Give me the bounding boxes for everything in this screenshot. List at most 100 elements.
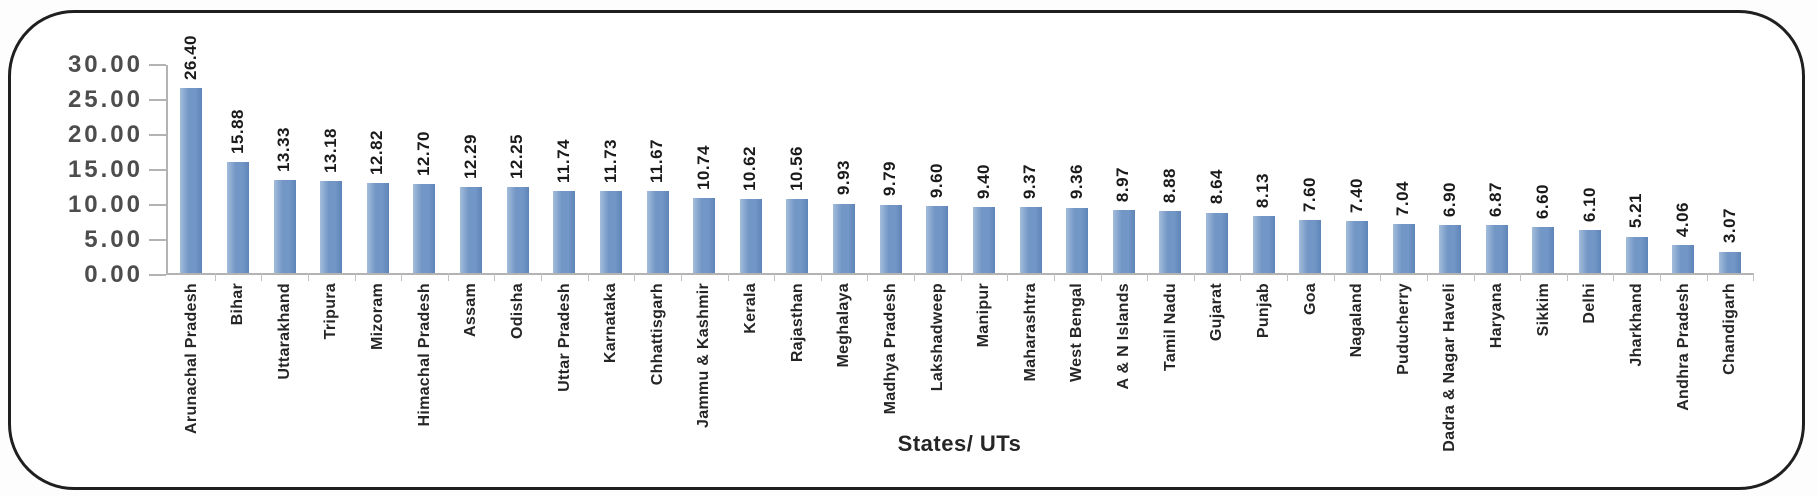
bar-column: 12.70 Himachal Pradesh [401, 65, 449, 427]
bar-value-label: 9.37 [1007, 164, 1054, 199]
bar-value-label: 6.87 [1474, 182, 1521, 217]
bar-value-text: 12.25 [507, 134, 527, 180]
category-label: Lakshadweep [914, 283, 961, 391]
bar-value-label: 12.29 [448, 134, 495, 179]
category-label: West Bengal [1054, 283, 1101, 382]
bar [1112, 210, 1135, 273]
bar [739, 198, 762, 273]
bar-value-text: 7.04 [1393, 180, 1413, 216]
category-label-text: Goa [1301, 283, 1319, 316]
category-label-text: Bihar [229, 283, 247, 326]
bar [273, 179, 296, 273]
bar-value-label: 13.33 [261, 127, 308, 172]
category-label-text: Punjab [1254, 283, 1272, 339]
category-label-text: Dadra & Nagar Haveli [1441, 283, 1459, 452]
category-label-text: Tamil Nadu [1161, 283, 1179, 372]
bar [1439, 224, 1462, 273]
category-label: Jharkhand [1613, 283, 1660, 367]
bar-value-label: 9.36 [1054, 164, 1101, 199]
category-label-text: Madhya Pradesh [881, 283, 899, 415]
category-label: Maharashtra [1007, 283, 1054, 381]
bar-value-label: 13.18 [308, 128, 355, 173]
bar-value-label: 9.79 [867, 161, 914, 196]
category-label: Chandigarh [1707, 283, 1754, 375]
category-label: Punjab [1240, 283, 1287, 338]
bar-value-label: 7.60 [1287, 177, 1334, 212]
bar [1159, 210, 1182, 273]
category-label-text: Chhattisgarh [648, 283, 666, 386]
bar-column: 6.87 Haryana [1474, 65, 1521, 348]
bar [1718, 251, 1741, 273]
bar-value-label: 6.90 [1427, 182, 1474, 217]
bar [460, 187, 483, 273]
category-label-text: Mizoram [369, 283, 387, 350]
bar-column: 6.90 Dadra & Nagar Haveli [1427, 65, 1475, 452]
category-label: Chhattisgarh [634, 283, 681, 385]
bar-value-label: 3.07 [1707, 208, 1754, 243]
category-label-text: Sikkim [1534, 283, 1552, 337]
category-label-text: Jammu & Kashmir [695, 283, 713, 428]
bar-value-label: 12.70 [401, 131, 448, 176]
bar-column: 8.88 Tamil Nadu [1147, 65, 1195, 371]
bar-column: 26.40 Arunachal Pradesh [168, 35, 216, 434]
bar-value-label: 15.88 [215, 109, 262, 154]
bar-value-label: 11.67 [634, 139, 681, 183]
bar-value-text: 15.88 [227, 108, 247, 154]
bar-column: 10.56 Rajasthan [774, 65, 822, 362]
bar-column: 13.18 Tripura [308, 65, 356, 339]
category-label-text: Puducherry [1394, 283, 1412, 375]
y-axis-tick-mark [149, 134, 166, 136]
x-axis-title: States/ UTs [897, 431, 1022, 456]
bar-column: 9.36 West Bengal [1054, 65, 1102, 382]
bar-value-text: 8.88 [1160, 167, 1180, 203]
bar [1345, 221, 1368, 273]
bar-value-text: 4.06 [1672, 201, 1692, 237]
category-label-text: A & N Islands [1115, 283, 1133, 390]
bar [1485, 224, 1508, 273]
category-label: Kerala [728, 283, 775, 334]
y-axis-tick-label: 0.00 [84, 261, 143, 288]
y-axis-tick-mark [149, 204, 166, 206]
category-label-text: Haryana [1488, 283, 1506, 349]
bar-value-text: 12.29 [460, 133, 480, 179]
bar-value-text: 6.60 [1533, 183, 1553, 219]
bar-value-label: 6.60 [1520, 184, 1567, 219]
category-label-text: Gujarat [1208, 283, 1226, 342]
bar-column: 6.60 Sikkim [1520, 65, 1568, 336]
bar-column: 4.06 Andhra Pradesh [1660, 65, 1708, 411]
bar-value-text: 9.93 [833, 160, 853, 196]
bar-column: 12.82 Mizoram [355, 65, 402, 350]
bar-value-label: 10.56 [774, 146, 821, 191]
bar [599, 190, 622, 273]
category-label: Himachal Pradesh [401, 283, 448, 427]
y-axis-tick-mark [149, 169, 166, 171]
bar-value-text: 9.40 [973, 164, 993, 200]
category-label: Tamil Nadu [1147, 283, 1194, 371]
bar-value-text: 9.60 [926, 162, 946, 198]
bar [972, 207, 995, 273]
category-label-text: Manipur [975, 283, 993, 348]
bar-value-label: 8.97 [1101, 167, 1148, 202]
bar-value-text: 9.37 [1020, 164, 1040, 200]
y-axis-tick-label: 30.00 [67, 51, 143, 78]
bar-column: 15.88 Bihar [215, 65, 262, 325]
y-axis-tick-mark [149, 239, 166, 241]
bar [320, 180, 343, 273]
y-axis-tick-label: 5.00 [84, 226, 143, 253]
bar-value-text: 5.21 [1626, 193, 1646, 229]
y-axis-tick-label: 25.00 [67, 86, 143, 113]
bar-value-label: 8.13 [1240, 173, 1287, 208]
category-label-text: Karnataka [602, 283, 620, 364]
bar-column: 9.79 Madhya Pradesh [867, 65, 915, 414]
bar-column: 7.40 Nagaland [1334, 65, 1381, 357]
category-label: Goa [1287, 283, 1334, 315]
category-label-text: Himachal Pradesh [415, 283, 433, 427]
bar [879, 204, 902, 273]
bar-value-label: 12.25 [494, 134, 541, 179]
bar [833, 203, 856, 273]
bar-value-text: 3.07 [1719, 208, 1739, 244]
y-axis-tick-mark [149, 64, 166, 66]
category-label: Rajasthan [774, 283, 821, 362]
bar-column: 9.40 Manipur [961, 65, 1008, 347]
bar-value-label: 5.21 [1613, 193, 1660, 228]
